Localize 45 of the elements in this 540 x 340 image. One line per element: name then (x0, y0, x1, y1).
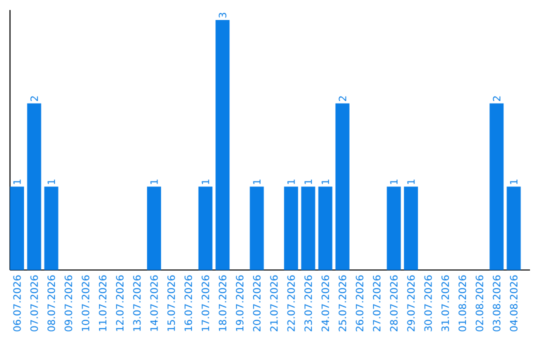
data-label: 1 (150, 180, 158, 184)
x-tick-label: 24.07.2026 (322, 275, 330, 332)
data-label: 1 (322, 180, 329, 184)
x-tick-label: 21.07.2026 (270, 275, 278, 332)
x-tick-label: 27.07.2026 (372, 275, 380, 332)
data-label: 1 (287, 180, 295, 184)
x-tick-label: 23.07.2026 (304, 275, 312, 332)
data-label: 2 (338, 96, 346, 102)
x-tick-label: 17.07.2026 (202, 275, 210, 331)
x-tick-label: 04.08.2026 (510, 275, 518, 332)
data-label: 3 (218, 12, 226, 18)
x-tick-label: 15.07.2026 (167, 275, 175, 331)
x-tick-label: 06.07.2026 (13, 275, 21, 332)
x-tick-label: 02.08.2026 (476, 275, 484, 332)
data-label: 1 (304, 180, 312, 184)
x-tick-label: 09.07.2026 (64, 275, 72, 332)
x-tick-label: 12.07.2026 (116, 275, 124, 331)
x-tick-label: 28.07.2026 (390, 275, 398, 332)
x-tick-label: 30.07.2026 (424, 275, 432, 332)
x-tick-label: 03.08.2026 (492, 275, 500, 332)
x-tick-label: 16.07.2026 (184, 275, 192, 331)
x-tick-label: 07.07.2026 (30, 275, 38, 332)
data-label: 1 (202, 180, 210, 184)
data-label: 1 (407, 180, 415, 184)
x-tick-label: 08.07.2026 (47, 275, 56, 332)
data-label: 2 (30, 96, 38, 102)
x-tick-label: 10.07.2026 (82, 275, 90, 331)
data-label: 1 (253, 180, 260, 184)
x-tick-label: 11.07.2026 (98, 275, 106, 331)
x-tick-label: 13.07.2026 (133, 275, 141, 331)
x-tick-label: 20.07.2026 (253, 275, 261, 332)
data-label: 1 (48, 180, 55, 184)
x-tick-label: 18.07.2026 (218, 275, 226, 331)
x-tick-label: 26.07.2026 (356, 275, 364, 332)
x-tick-label: 31.07.2026 (441, 275, 450, 332)
x-tick-label: 01.08.2026 (458, 275, 466, 332)
x-tick-label: 29.07.2026 (407, 275, 415, 332)
data-label: 1 (13, 180, 21, 184)
x-tick-label: 25.07.2026 (338, 275, 346, 332)
data-label: 2 (492, 96, 500, 102)
data-label: 1 (390, 180, 398, 184)
x-tick-label: 19.07.2026 (236, 275, 244, 331)
x-tick-label: 22.07.2026 (287, 275, 295, 332)
x-tick-label: 14.07.2026 (150, 275, 158, 331)
data-label: 1 (510, 180, 518, 184)
